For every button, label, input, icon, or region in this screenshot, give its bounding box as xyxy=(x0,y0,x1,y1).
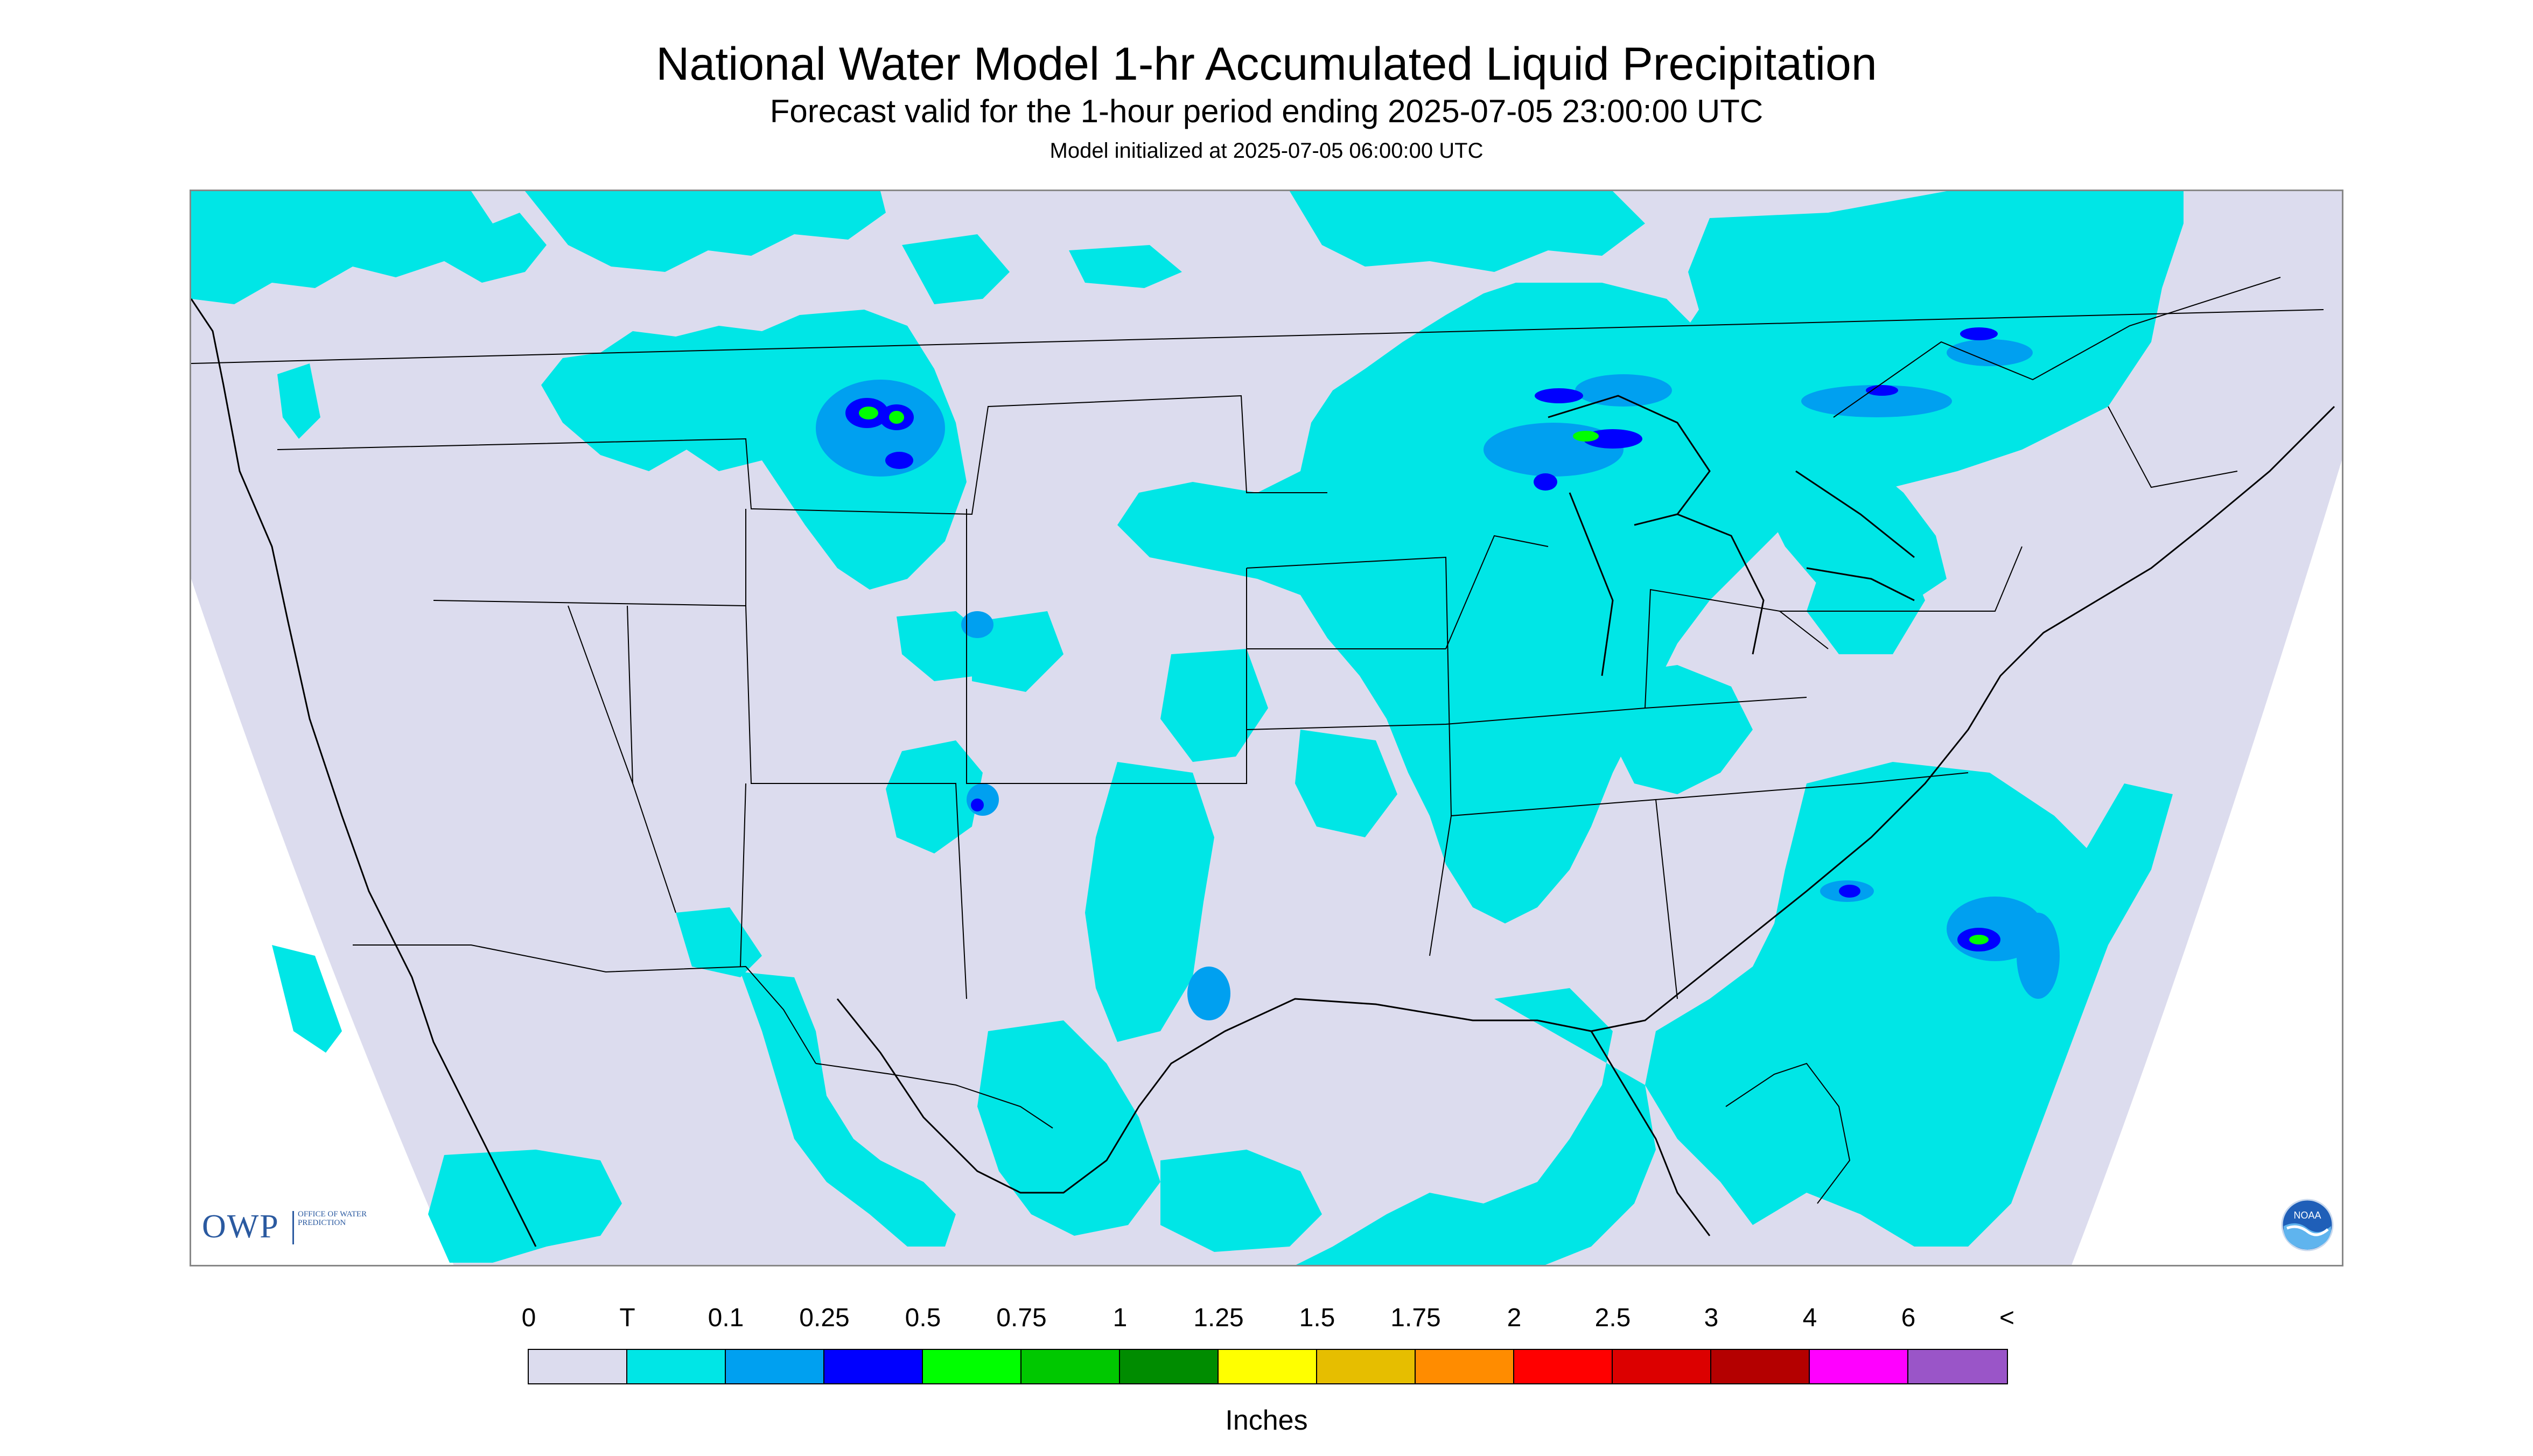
legend-swatch xyxy=(1416,1350,1514,1383)
coastline xyxy=(191,298,2335,1247)
legend-swatch xyxy=(1908,1350,2007,1383)
legend-label: 2 xyxy=(1507,1304,1522,1332)
legend-swatch xyxy=(1514,1350,1613,1383)
very-heavy-precipitation xyxy=(859,407,1989,944)
legend-label: 0.1 xyxy=(708,1304,744,1332)
legend-swatch xyxy=(923,1350,1021,1383)
legend-label: 0.75 xyxy=(996,1304,1047,1332)
legend-label: 6 xyxy=(1901,1304,1916,1332)
legend-label: 1.75 xyxy=(1390,1304,1441,1332)
legend-swatch xyxy=(627,1350,726,1383)
model-init-note: Model initialized at 2025-07-05 06:00:00… xyxy=(1049,139,1484,163)
owp-logo-subtext: OFFICE OF WATER PREDICTION xyxy=(298,1210,367,1227)
map-subtitle: Forecast valid for the 1-hour period end… xyxy=(769,93,1764,129)
legend-swatch xyxy=(726,1350,824,1383)
legend-label: T xyxy=(619,1304,635,1332)
legend-swatch xyxy=(1317,1350,1416,1383)
legend-label: 3 xyxy=(1704,1304,1719,1332)
legend-label: < xyxy=(1999,1304,2015,1332)
legend-label: 0.25 xyxy=(799,1304,850,1332)
noaa-logo: NOAA xyxy=(2281,1199,2334,1251)
legend-label: 0 xyxy=(521,1304,536,1332)
legend-colorbar xyxy=(528,1349,2008,1384)
legend-swatch xyxy=(1120,1350,1219,1383)
legend-swatch xyxy=(1613,1350,1711,1383)
owp-logo-text: OWP xyxy=(202,1208,279,1245)
legend-units: Inches xyxy=(1225,1405,1308,1436)
precipitation-map: OWP OFFICE OF WATER PREDICTION NOAA xyxy=(190,190,2343,1266)
light-precipitation xyxy=(816,339,2060,1020)
boundaries xyxy=(191,277,2324,1204)
map-title: National Water Model 1-hr Accumulated Li… xyxy=(656,38,1877,90)
legend-swatch xyxy=(824,1350,923,1383)
map-canvas xyxy=(191,191,2342,1265)
owp-logo: OWP OFFICE OF WATER PREDICTION xyxy=(202,1203,367,1252)
legend-label: 0.5 xyxy=(905,1304,941,1332)
legend-label: 1.25 xyxy=(1193,1304,1244,1332)
legend-label: 1.5 xyxy=(1299,1304,1335,1332)
legend-label: 2.5 xyxy=(1594,1304,1631,1332)
legend-label: 4 xyxy=(1802,1304,1817,1332)
legend-swatch xyxy=(1810,1350,1908,1383)
svg-text:NOAA: NOAA xyxy=(2293,1210,2321,1221)
legend-labels: 0 T 0.1 0.25 0.5 0.75 1 1.25 1.5 1.75 2 2.5 3 4 6 < xyxy=(522,1303,2014,1335)
legend-swatch xyxy=(1021,1350,1120,1383)
legend-swatch xyxy=(529,1350,627,1383)
trace-precipitation xyxy=(191,191,2184,1265)
legend-swatch xyxy=(1219,1350,1317,1383)
legend-label: 1 xyxy=(1112,1304,1128,1332)
legend-swatch xyxy=(1711,1350,1810,1383)
